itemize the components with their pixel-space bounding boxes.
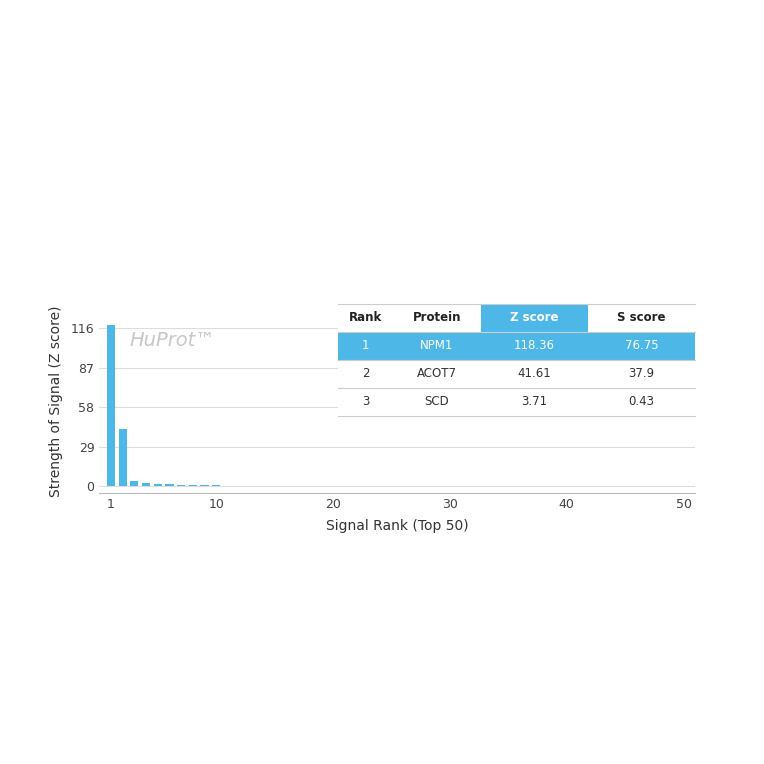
Bar [481,332,588,360]
Text: 76.75: 76.75 [625,339,659,352]
Text: ACOT7: ACOT7 [417,367,457,380]
Text: SCD: SCD [425,395,449,408]
Text: 37.9: 37.9 [629,367,655,380]
Bar [338,332,393,360]
Bar [393,304,481,332]
Bar [588,304,695,332]
Bar [338,304,393,332]
Text: 1: 1 [361,339,369,352]
Text: Protein: Protein [413,312,461,325]
Text: S score: S score [617,312,666,325]
Text: 0.43: 0.43 [629,395,655,408]
Text: NPM1: NPM1 [420,339,454,352]
Bar [189,485,197,486]
Text: 41.61: 41.61 [517,367,551,380]
Text: 3.71: 3.71 [521,395,547,408]
Bar [165,484,173,486]
Text: 2: 2 [361,367,369,380]
Bar [588,388,695,416]
Text: Z score: Z score [510,312,558,325]
Bar [393,360,481,388]
Bar [107,325,115,486]
Bar [481,360,588,388]
Bar [393,332,481,360]
Text: 118.36: 118.36 [514,339,555,352]
Y-axis label: Strength of Signal (Z score): Strength of Signal (Z score) [48,306,63,497]
Bar [131,481,138,486]
Text: HuProt™: HuProt™ [129,332,215,351]
Bar [177,485,185,486]
Bar [481,304,588,332]
Text: Rank: Rank [349,312,382,325]
Bar [338,388,393,416]
Bar [393,388,481,416]
X-axis label: Signal Rank (Top 50): Signal Rank (Top 50) [326,519,468,533]
Bar [481,388,588,416]
Bar [588,360,695,388]
Bar [154,484,162,486]
Text: 3: 3 [362,395,369,408]
Bar [338,360,393,388]
Bar [588,332,695,360]
Bar [118,429,127,486]
Bar [142,483,151,486]
